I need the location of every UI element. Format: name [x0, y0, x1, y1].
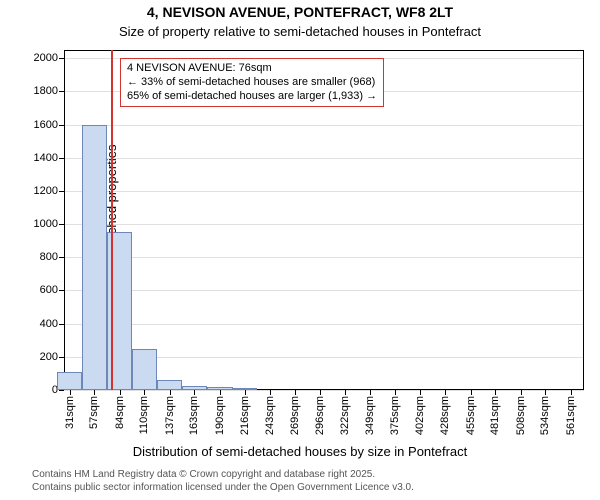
- xtick-mark: [94, 390, 95, 395]
- ytick-label: 200: [40, 351, 58, 363]
- ytick-mark: [59, 91, 64, 92]
- ytick-label: 1600: [34, 119, 58, 131]
- gridline: [64, 324, 584, 325]
- histogram-bar: [207, 387, 232, 390]
- ytick-label: 400: [40, 318, 58, 330]
- attribution-line: Contains HM Land Registry data © Crown c…: [32, 469, 414, 482]
- xtick-mark: [521, 390, 522, 395]
- xtick-label: 534sqm: [539, 396, 551, 435]
- ytick-mark: [59, 191, 64, 192]
- ytick-mark: [59, 390, 64, 391]
- ytick-mark: [59, 158, 64, 159]
- xtick-label: 508sqm: [515, 396, 527, 435]
- xtick-mark: [345, 390, 346, 395]
- xtick-mark: [320, 390, 321, 395]
- ytick-mark: [59, 257, 64, 258]
- xtick-mark: [420, 390, 421, 395]
- xtick-mark: [270, 390, 271, 395]
- xtick-label: 110sqm: [138, 396, 150, 434]
- gridline: [64, 390, 584, 391]
- histogram-bar: [82, 125, 107, 390]
- ytick-mark: [59, 58, 64, 59]
- gridline: [64, 224, 584, 225]
- ytick-label: 1800: [34, 85, 58, 97]
- gridline: [64, 290, 584, 291]
- chart-root: 4, NEVISON AVENUE, PONTEFRACT, WF8 2LT S…: [0, 0, 600, 500]
- xtick-mark: [545, 390, 546, 395]
- callout-line: ← 33% of semi-detached houses are smalle…: [127, 76, 377, 90]
- xtick-mark: [170, 390, 171, 395]
- axis-line: [583, 50, 584, 390]
- histogram-bar: [57, 372, 82, 390]
- ytick-label: 1000: [34, 218, 58, 230]
- xtick-mark: [571, 390, 572, 395]
- xtick-mark: [370, 390, 371, 395]
- histogram-bar: [157, 380, 182, 390]
- chart-title: 4, NEVISON AVENUE, PONTEFRACT, WF8 2LT: [0, 4, 600, 20]
- xtick-label: 216sqm: [239, 396, 251, 435]
- histogram-bar: [232, 388, 257, 390]
- ytick-mark: [59, 357, 64, 358]
- xtick-label: 296sqm: [314, 396, 326, 435]
- xtick-mark: [144, 390, 145, 395]
- property-marker-line: [111, 50, 113, 390]
- xtick-mark: [120, 390, 121, 395]
- xtick-label: 428sqm: [439, 396, 451, 435]
- ytick-label: 2000: [34, 52, 58, 64]
- callout-line: 4 NEVISON AVENUE: 76sqm: [127, 62, 377, 76]
- ytick-label: 800: [40, 251, 58, 263]
- gridline: [64, 125, 584, 126]
- xtick-label: 322sqm: [339, 396, 351, 435]
- xtick-label: 190sqm: [214, 396, 226, 435]
- xtick-mark: [471, 390, 472, 395]
- xtick-label: 57sqm: [88, 396, 100, 429]
- ytick-mark: [59, 290, 64, 291]
- ytick-mark: [59, 125, 64, 126]
- gridline: [64, 191, 584, 192]
- xtick-label: 269sqm: [289, 396, 301, 435]
- xtick-label: 243sqm: [264, 396, 276, 435]
- x-axis-label: Distribution of semi-detached houses by …: [0, 444, 600, 459]
- callout-line: 65% of semi-detached houses are larger (…: [127, 90, 377, 104]
- xtick-label: 375sqm: [389, 396, 401, 435]
- xtick-mark: [295, 390, 296, 395]
- xtick-label: 455sqm: [465, 396, 477, 435]
- xtick-label: 561sqm: [565, 396, 577, 435]
- axis-line: [64, 50, 584, 51]
- chart-subtitle: Size of property relative to semi-detach…: [0, 24, 600, 39]
- xtick-label: 402sqm: [414, 396, 426, 435]
- xtick-label: 31sqm: [64, 396, 76, 429]
- ytick-label: 1200: [34, 185, 58, 197]
- ytick-label: 600: [40, 284, 58, 296]
- ytick-mark: [59, 324, 64, 325]
- xtick-label: 349sqm: [364, 396, 376, 435]
- xtick-mark: [245, 390, 246, 395]
- xtick-mark: [220, 390, 221, 395]
- plot-area: 020040060080010001200140016001800200031s…: [64, 50, 584, 390]
- xtick-mark: [194, 390, 195, 395]
- xtick-label: 84sqm: [114, 396, 126, 429]
- xtick-mark: [445, 390, 446, 395]
- gridline: [64, 257, 584, 258]
- histogram-bar: [182, 386, 207, 390]
- axis-line: [64, 50, 65, 390]
- attribution: Contains HM Land Registry data © Crown c…: [32, 469, 414, 494]
- xtick-label: 163sqm: [188, 396, 200, 435]
- attribution-line: Contains public sector information licen…: [32, 482, 414, 495]
- xtick-mark: [495, 390, 496, 395]
- ytick-label: 1400: [34, 152, 58, 164]
- ytick-mark: [59, 224, 64, 225]
- xtick-label: 137sqm: [164, 396, 176, 435]
- callout-box: 4 NEVISON AVENUE: 76sqm← 33% of semi-det…: [120, 58, 384, 107]
- xtick-mark: [395, 390, 396, 395]
- gridline: [64, 158, 584, 159]
- xtick-mark: [70, 390, 71, 395]
- xtick-label: 481sqm: [489, 396, 501, 435]
- histogram-bar: [132, 349, 157, 390]
